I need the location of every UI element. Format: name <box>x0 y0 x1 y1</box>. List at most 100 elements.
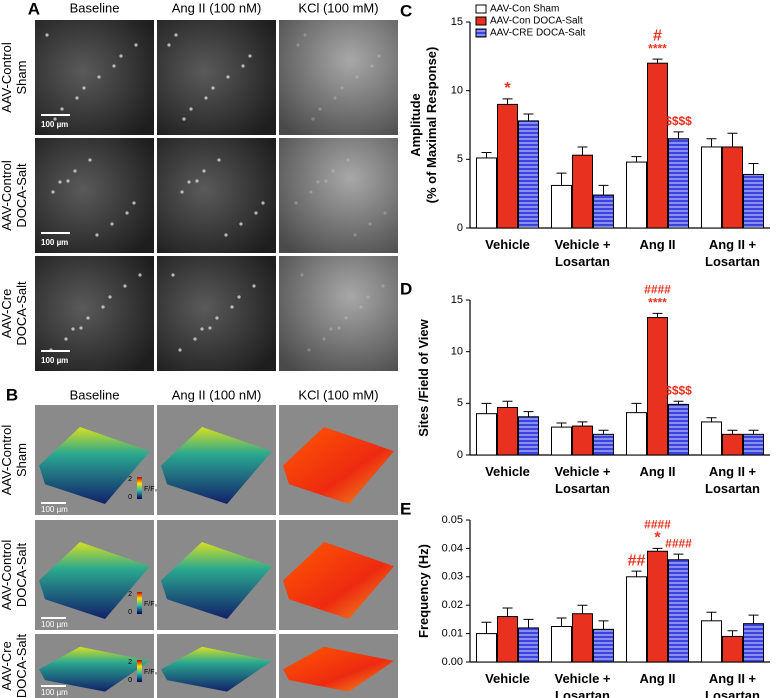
micrograph <box>35 256 154 371</box>
significance-label: ## <box>628 552 646 569</box>
error-bar <box>502 400 513 408</box>
colorbar <box>137 477 142 499</box>
x-tick-label: Ang II <box>639 237 676 252</box>
surface-plot <box>39 646 150 692</box>
scale-bar-label: 100 µm <box>41 238 68 247</box>
micrograph <box>157 20 276 135</box>
micrograph <box>279 138 398 253</box>
error-bar <box>727 630 738 637</box>
cell-spot <box>353 233 357 237</box>
colorbar-label: F/F₀ <box>144 601 157 608</box>
surface-plot <box>283 646 394 692</box>
scale-bar-label: 100 µm <box>41 620 68 629</box>
significance-label: # <box>653 27 662 44</box>
error-bar <box>556 422 567 428</box>
surface-plot <box>283 542 394 619</box>
bar <box>743 623 764 663</box>
cell-spot <box>134 43 138 47</box>
row-label-line: AAV-Control <box>0 42 14 113</box>
colorbar <box>137 592 142 614</box>
row-label: AAV-CreDOCA-Salt <box>0 633 29 698</box>
bar <box>497 406 518 456</box>
x-tick-label: Vehicle <box>485 464 530 479</box>
row-label-line: AAV-Control <box>0 425 14 496</box>
panel-label: E <box>400 499 411 518</box>
row-label-line: DOCA-Salt <box>14 281 29 346</box>
significance-label: **** <box>648 296 667 310</box>
row-label: AAV-ControlSham <box>0 425 29 496</box>
cell-spot <box>230 305 234 309</box>
cell-spot <box>252 284 256 288</box>
error-bar <box>673 131 684 139</box>
cell-spot <box>132 201 136 205</box>
colorbar-label: F/F₀ <box>144 486 157 493</box>
panel-label: A <box>28 0 40 18</box>
bar <box>626 412 647 456</box>
row-label-line: DOCA-Salt <box>14 633 29 698</box>
cell-spot <box>66 179 70 183</box>
bar <box>593 628 614 663</box>
micrograph <box>279 256 398 371</box>
bar <box>551 426 572 456</box>
error-bar <box>706 138 717 147</box>
bar <box>572 154 593 229</box>
row-label: AAV-CreDOCA-Salt <box>0 281 29 346</box>
y-axis-label: Sites /Field of View <box>416 318 431 437</box>
cell-spot <box>215 316 219 320</box>
cell-spot <box>311 117 315 121</box>
bar <box>626 161 647 229</box>
surface-plot <box>161 646 272 692</box>
cell-spot <box>71 327 75 331</box>
error-bar <box>598 184 609 196</box>
bar <box>551 626 572 663</box>
x-tick-label: Ang II <box>639 671 676 686</box>
bar <box>701 146 722 229</box>
surface-plot <box>39 427 150 504</box>
error-bar <box>556 172 567 186</box>
micrograph <box>157 256 276 371</box>
row-label-line: AAV-Control <box>0 540 14 611</box>
cell-spot <box>383 211 387 215</box>
cell-spot <box>88 158 92 162</box>
cell-spot <box>119 54 123 58</box>
cell-spot <box>123 284 127 288</box>
bar <box>476 413 497 456</box>
error-bar <box>481 621 492 634</box>
colorbar-tick: 0 <box>128 609 132 616</box>
x-tick-label: Vehicle + Losartan <box>554 671 611 698</box>
panel-label: D <box>400 279 412 298</box>
colorbar-tick: 2 <box>128 591 132 598</box>
scale-bar-label: 100 µm <box>41 356 68 365</box>
panel-label: C <box>400 1 412 20</box>
cell-spot <box>340 86 344 90</box>
y-tick-label: 15 <box>451 294 463 306</box>
significance-label: $$$$ <box>665 383 692 397</box>
cell-spot <box>110 222 114 226</box>
cell-spot <box>82 86 86 90</box>
cell-spot <box>204 96 208 100</box>
cell-spot <box>75 96 79 100</box>
error-bar <box>481 402 492 414</box>
bar <box>593 194 614 229</box>
cell-spot <box>108 295 112 299</box>
significance-label: #### <box>665 536 692 550</box>
error-bar <box>673 553 684 560</box>
significance-label: #### <box>644 283 671 297</box>
cell-spot <box>307 348 311 352</box>
row-label: AAV-ControlDOCA-Salt <box>0 160 29 231</box>
surface-plot <box>161 542 272 619</box>
y-tick-label: 0.03 <box>442 571 463 583</box>
cell-spot <box>261 201 265 205</box>
error-bar <box>502 98 513 105</box>
cell-spot <box>187 180 191 184</box>
column-header: Baseline <box>70 0 120 15</box>
error-bar <box>481 151 492 158</box>
cell-spot <box>112 64 116 68</box>
cell-spot <box>337 326 341 330</box>
error-bar <box>748 162 759 175</box>
legend-label: AAV-Con Sham <box>490 4 559 15</box>
cell-spot <box>318 107 322 111</box>
error-bar <box>631 570 642 577</box>
bar <box>572 613 593 663</box>
colorbar-tick: 0 <box>128 494 132 501</box>
